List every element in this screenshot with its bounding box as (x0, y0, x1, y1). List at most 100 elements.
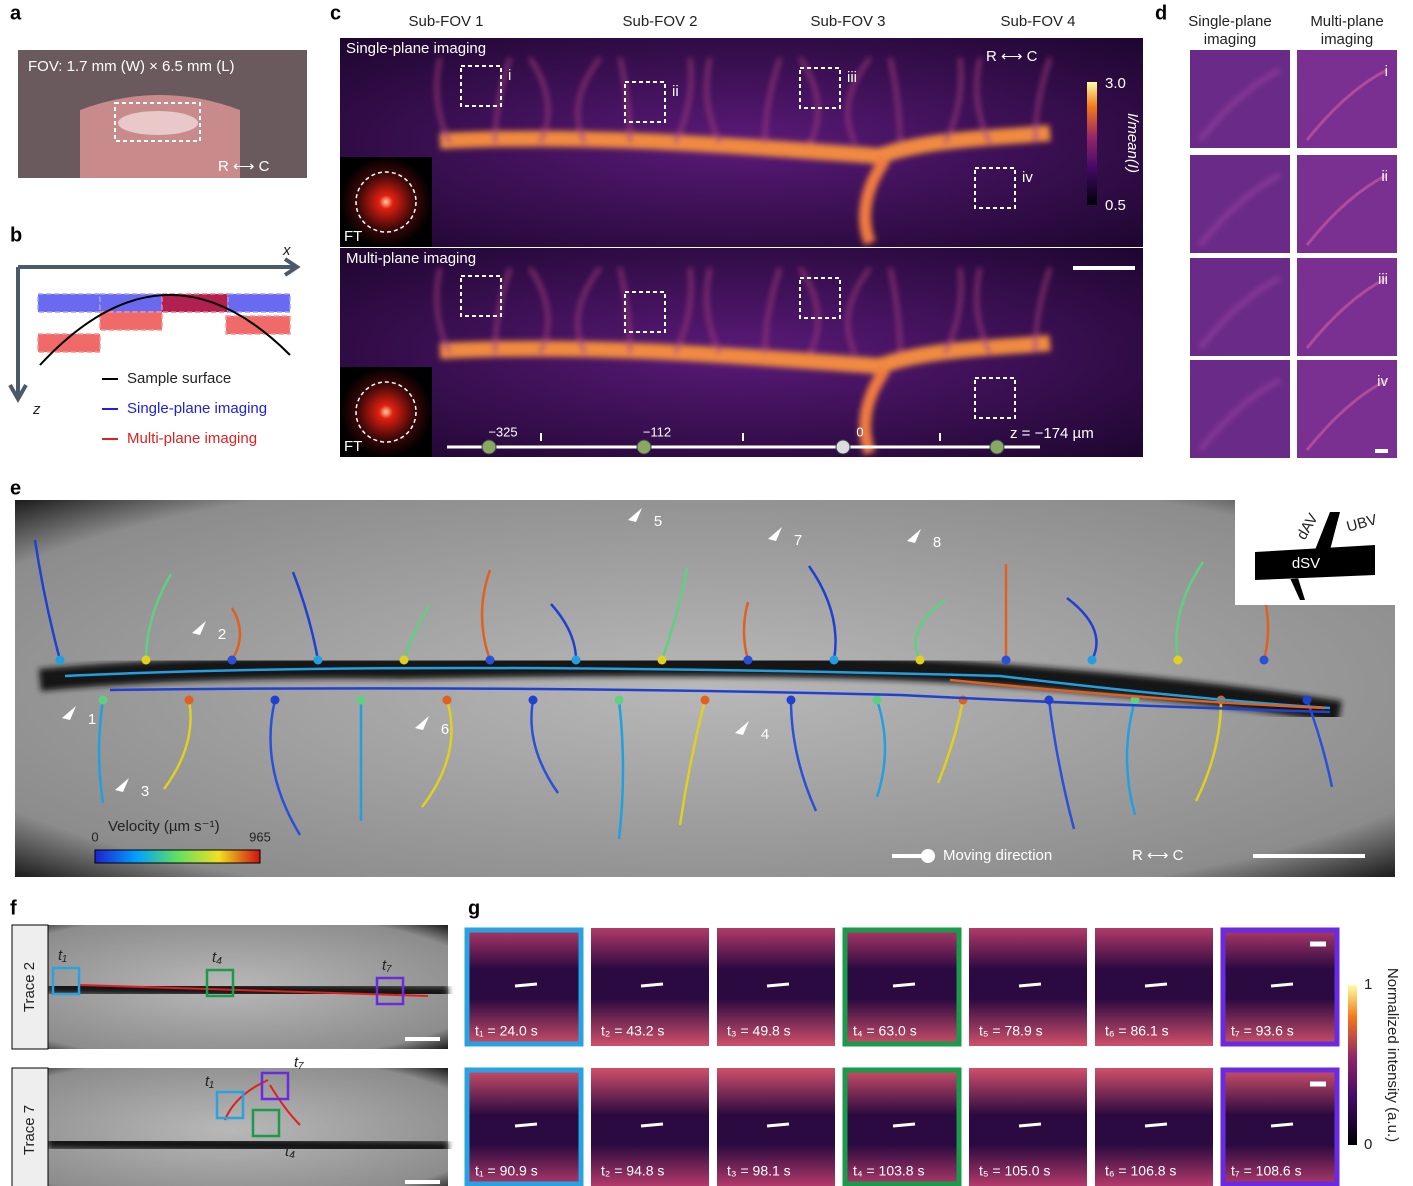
column-header: Sub-FOV 3 (810, 13, 885, 30)
time-label: t₄ = 103.8 s (853, 1163, 924, 1179)
marker-label: 4 (761, 726, 769, 743)
legend-text: Moving direction (943, 847, 1052, 864)
arrow (1271, 984, 1293, 986)
marker-label: 6 (441, 721, 449, 738)
slider-dot (482, 440, 496, 454)
roi-label: i (508, 67, 511, 84)
roi-label: iii (847, 69, 857, 86)
time-label: t₇ = 108.6 s (1231, 1163, 1302, 1179)
trace-end (787, 696, 796, 705)
arrow (1145, 984, 1167, 986)
colorbar-max: 1 (1364, 976, 1372, 993)
roi-label: iv (1022, 169, 1033, 186)
colorbar-min: 0.5 (1105, 197, 1126, 214)
arrow (1145, 1124, 1167, 1126)
roi-label: i (1385, 63, 1388, 80)
arrow (515, 1124, 537, 1126)
trace-end (658, 656, 667, 665)
arrow (1271, 1124, 1293, 1126)
colorbar (95, 850, 260, 863)
arrow (767, 1124, 789, 1126)
trace-end (357, 696, 366, 705)
arrow (641, 1124, 663, 1126)
time-label: t₃ = 98.1 s (727, 1163, 791, 1179)
trace-end (142, 656, 151, 665)
marker-label: 2 (218, 626, 226, 643)
z-label: z = −174 µm (1010, 425, 1094, 442)
slider-dot (990, 440, 1004, 454)
trace-end (271, 696, 280, 705)
panel-label: g (468, 897, 480, 919)
axis-label: x (282, 242, 291, 259)
arrow (1019, 984, 1041, 986)
trace-end (185, 696, 194, 705)
colorbar-max: 3.0 (1105, 75, 1126, 92)
tissue (80, 95, 240, 178)
colorbar-label: I/mean(I) (1124, 113, 1141, 173)
image-title: Single-plane imaging (346, 40, 486, 57)
trace-end (400, 656, 409, 665)
time-label: t₅ = 105.0 s (979, 1163, 1050, 1179)
image-title: Multi-plane imaging (346, 250, 476, 267)
marker-label: 3 (141, 783, 149, 800)
c-images: Sub-FOV 1 Sub-FOV 2 Sub-FOV 3 Sub-FOV 4 FT Si… (340, 13, 1143, 457)
time-label: t₁ (205, 1073, 214, 1090)
trace-end (615, 696, 624, 705)
time-label: t₇ (382, 957, 392, 974)
slider-dot (637, 440, 651, 454)
time-label: t₄ (212, 949, 222, 966)
axis-label: z (32, 401, 41, 418)
figure: a FOV: 1.7 mm (W) × 6.5 mm (L) R ⟷ C b x… (0, 0, 1413, 1186)
trace-end (1174, 656, 1183, 665)
fov-text: FOV: 1.7 mm (W) × 6.5 mm (L) (28, 58, 235, 75)
arrow (1019, 1124, 1041, 1126)
time-label: t₁ (58, 947, 67, 964)
time-label: t₇ (294, 1054, 304, 1071)
column-header: Sub-FOV 4 (1000, 13, 1075, 30)
panel-label: a (10, 2, 22, 24)
depth-label: −112 (643, 424, 671, 439)
legend-text: Single-plane imaging (127, 400, 267, 417)
trace-end (228, 656, 237, 665)
trace-end (873, 696, 882, 705)
marker-label: 5 (654, 513, 662, 530)
panel-label: e (10, 477, 21, 499)
time-label: t₄ = 63.0 s (853, 1023, 917, 1039)
trace-end (1002, 656, 1011, 665)
orientation: R ⟷ C (218, 158, 270, 175)
arrow (641, 984, 663, 986)
inset-label: dSV (1292, 555, 1320, 572)
column-header: imaging (1204, 31, 1257, 48)
roi-label: ii (672, 83, 679, 100)
roi-label: iii (1378, 271, 1388, 288)
panel-label: c (330, 2, 341, 24)
panel-label: d (1155, 2, 1167, 24)
legend-dot (921, 849, 935, 863)
trace-end (830, 656, 839, 665)
f-g-images: Trace 2t₁t₄t₇Trace 7t₁t₄t₇t₁ = 24.0 st₂ … (12, 925, 1401, 1186)
colorbar (1087, 82, 1097, 205)
time-label: t₂ = 43.2 s (601, 1023, 664, 1039)
column-header: Sub-FOV 2 (622, 13, 697, 30)
marker-label: 8 (933, 534, 941, 551)
ft-label: FT (344, 228, 362, 245)
depth-label: 0 (856, 424, 863, 439)
column-header: imaging (1321, 31, 1374, 48)
arrow (893, 1124, 915, 1126)
orientation: R ⟷ C (1132, 847, 1184, 864)
panel-label: f (10, 897, 17, 919)
colorbar-label: Velocity (µm s⁻¹) (108, 818, 220, 835)
trace-end (1303, 696, 1312, 705)
trace-end (99, 696, 108, 705)
column-header: Sub-FOV 1 (408, 13, 483, 30)
colorbar-min: 0 (91, 829, 98, 844)
window (118, 111, 198, 135)
trace-end (1088, 656, 1097, 665)
roi-label: iv (1377, 373, 1388, 390)
trace-end (529, 696, 538, 705)
trace-end (916, 656, 925, 665)
trace-end (572, 656, 581, 665)
trace-end (701, 696, 710, 705)
arrow (893, 984, 915, 986)
